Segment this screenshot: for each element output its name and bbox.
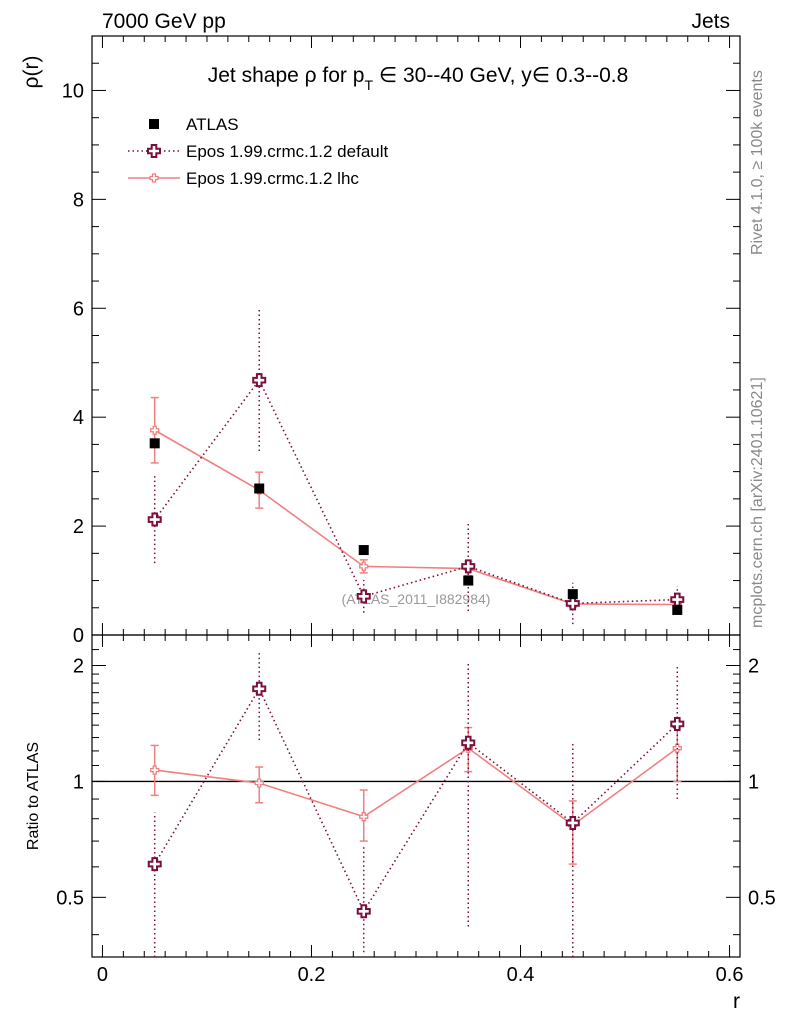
ratio-y-tick-label-right: 1 (748, 771, 759, 793)
main-plot: 0 2 4 6 8 10 ρ(r) Jet shape ρ for pT ∈ 30--40 G… (20, 35, 741, 647)
legend-default-marker (147, 144, 161, 158)
epos-1-99-crmc-1-2-default-line (154, 378, 678, 605)
epos-1-99-crmc-1-2-default-point (461, 735, 476, 750)
epos-1-99-crmc-1-2-default-point (670, 716, 685, 731)
epos-1-99-crmc-1-2-default-point (147, 857, 162, 872)
atlas-point (254, 483, 265, 494)
epos-1-99-crmc-1-2-default-point (565, 596, 580, 611)
header-right: Jets (691, 10, 730, 33)
ratio-y-tick-label-left: 2 (73, 655, 84, 677)
epos-1-99-crmc-1-2-lhc-point (150, 425, 160, 435)
atlas-point (463, 575, 474, 586)
y-tick-label: 2 (73, 516, 84, 538)
epos-1-99-crmc-1-2-lhc-point (254, 778, 264, 788)
watermark: (ATLAS_2011_I882984) (342, 591, 491, 607)
legend-label-epos-1-99-crmc-1-2-lhc: Epos 1.99.crmc.1.2 lhc (186, 169, 359, 188)
y-tick-label: 8 (73, 189, 84, 211)
epos-1-99-crmc-1-2-default-point (147, 512, 162, 527)
epos-1-99-crmc-1-2-default-point (461, 559, 476, 574)
legend: ATLAS Epos 1.99.crmc.1.2 default Epos 1.99… (128, 115, 389, 188)
epos-1-99-crmc-1-2-lhc-point (150, 765, 160, 775)
header-left: 7000 GeV pp (102, 10, 226, 33)
atlas-point (358, 545, 369, 556)
x-tick-label: 0 (97, 964, 108, 986)
epos-1-99-crmc-1-2-default-point (356, 589, 371, 604)
epos-1-99-crmc-1-2-default-line (154, 687, 678, 913)
atlas-point (672, 604, 683, 615)
legend-atlas-marker (149, 119, 159, 129)
chart-title: Jet shape ρ for pT ∈ 30--40 GeV, y∈ 0.3-… (208, 64, 629, 93)
y-tick-label: 6 (73, 298, 84, 320)
x-tick-label: 0.4 (507, 964, 535, 986)
ratio-y-axis-label: Ratio to ATLAS (25, 742, 42, 850)
ratio-y-tick-label-left: 1 (73, 771, 84, 793)
x-tick-label: 0.6 (716, 964, 744, 986)
ratio-y-tick-label-left: 0.5 (56, 887, 84, 909)
legend-lhc-marker (149, 173, 159, 183)
x-axis-label: r (733, 990, 740, 1013)
epos-1-99-crmc-1-2-lhc-point (359, 812, 369, 822)
epos-1-99-crmc-1-2-default-point (252, 681, 267, 696)
epos-1-99-crmc-1-2-lhc-point (359, 561, 369, 572)
x-tick-label: 0.2 (298, 964, 326, 986)
legend-label-epos-1-99-crmc-1-2-default: Epos 1.99.crmc.1.2 default (186, 142, 389, 161)
ratio-plot-frame (91, 634, 741, 958)
epos-1-99-crmc-1-2-lhc-line (154, 429, 678, 606)
ratio-y-tick-label-right: 2 (748, 655, 759, 677)
y-tick-label: 10 (62, 80, 84, 102)
epos-1-99-crmc-1-2-default-point (356, 904, 371, 919)
atlas-point (567, 589, 578, 600)
epos-1-99-crmc-1-2-lhc-line (154, 747, 678, 827)
y-tick-label: 0 (73, 625, 84, 647)
epos-1-99-crmc-1-2-default-point (252, 373, 267, 388)
side-label-mcplots: mcplots.cern.ch [arXiv:2401.10621] (749, 377, 766, 628)
ratio-y-tick-label-right: 0.5 (748, 887, 776, 909)
legend-label-atlas: ATLAS (186, 115, 239, 134)
ratio-plot: 0.5 0.5 1 1 2 2 0 0.2 0.4 0.6 r Ratio to ATLAS (25, 634, 776, 1013)
side-label-rivet: Rivet 4.1.0, ≥ 100k events (749, 70, 766, 255)
epos-1-99-crmc-1-2-default-point (565, 815, 580, 830)
atlas-point (149, 438, 160, 449)
y-axis-label: ρ(r) (20, 56, 43, 89)
y-tick-label: 4 (73, 407, 84, 429)
